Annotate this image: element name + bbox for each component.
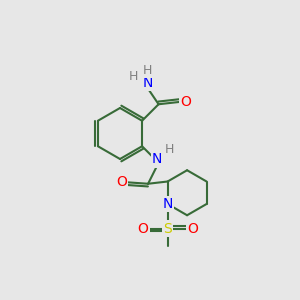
Text: S: S [163, 222, 172, 236]
Text: H: H [165, 143, 174, 156]
Text: O: O [187, 222, 198, 236]
Text: N: N [142, 76, 153, 90]
Text: H: H [143, 64, 152, 76]
Text: O: O [180, 95, 191, 109]
Text: O: O [116, 175, 127, 189]
Text: O: O [138, 222, 148, 236]
Text: H: H [129, 70, 138, 83]
Text: N: N [162, 197, 173, 211]
Text: N: N [152, 152, 162, 167]
